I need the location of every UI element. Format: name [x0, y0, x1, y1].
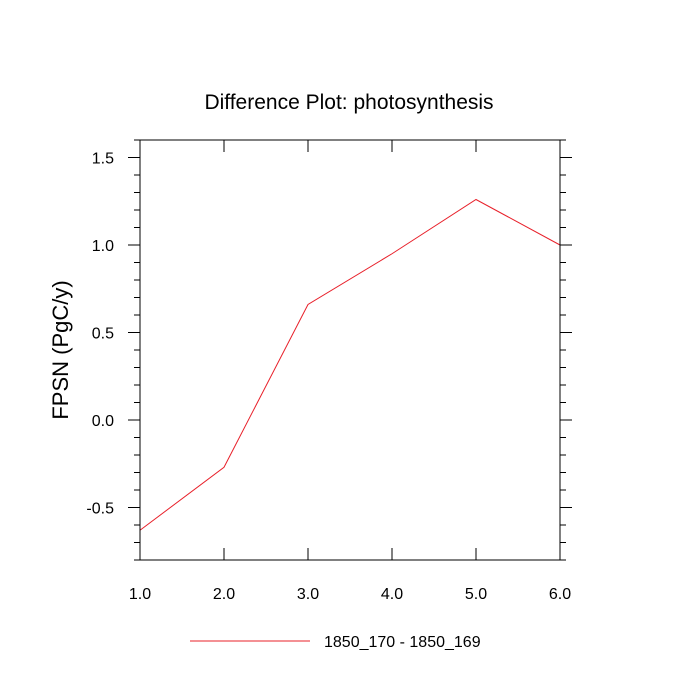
y-tick-label: 0.5 [92, 326, 114, 343]
x-tick-label: 6.0 [549, 586, 571, 603]
x-tick-label: 5.0 [465, 586, 487, 603]
plot-frame [139, 139, 561, 561]
y-tick-label: 1.0 [92, 238, 114, 255]
chart-title: Difference Plot: photosynthesis [204, 91, 493, 114]
y-tick-label: -0.5 [86, 501, 114, 518]
y-tick-label: 1.5 [92, 151, 114, 168]
x-tick-label: 1.0 [129, 586, 151, 603]
y-tick-label: 0.0 [92, 413, 114, 430]
axis-ticks [128, 139, 572, 561]
y-axis-label: FPSN (PgC/y) [48, 280, 73, 419]
x-tick-label: 3.0 [297, 586, 319, 603]
x-tick-label: 2.0 [213, 586, 235, 603]
tick-labels: 1.0 2.0 3.0 4.0 5.0 6.0 -0.5 0.0 0.5 1.0 1.5 [86, 151, 571, 604]
legend-label: 1850_170 - 1850_169 [324, 634, 481, 651]
series-group [139, 198, 561, 531]
x-tick-label: 4.0 [381, 586, 403, 603]
legend: 1850_170 - 1850_169 [190, 634, 481, 651]
series-line [139, 198, 561, 531]
